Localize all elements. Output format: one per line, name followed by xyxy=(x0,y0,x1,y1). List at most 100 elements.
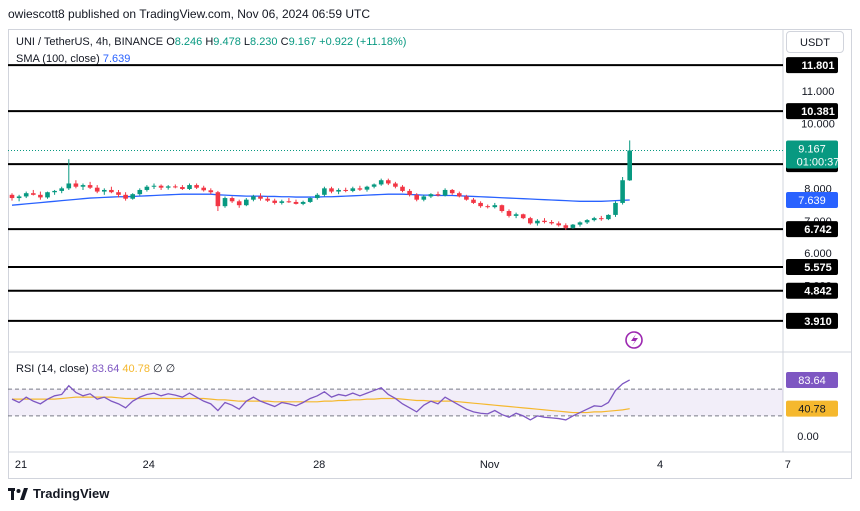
candle-body xyxy=(244,199,249,206)
lightning-icon xyxy=(625,331,643,349)
candle-body xyxy=(577,222,583,225)
candle-body xyxy=(73,183,79,187)
time-tick-label: 21 xyxy=(15,459,27,471)
candle-body xyxy=(109,189,114,193)
candle-body xyxy=(194,185,199,188)
open-label: O xyxy=(166,36,175,48)
candle-body xyxy=(9,194,15,199)
rsi-ma-axis-value: 40.78 xyxy=(798,404,826,416)
level-label: 10.381 xyxy=(801,106,835,118)
rsi-label[interactable]: RSI (14, close) xyxy=(16,363,89,375)
candle-body xyxy=(542,220,547,223)
candle-body xyxy=(16,196,22,199)
candle-body xyxy=(407,190,412,195)
candle-body xyxy=(45,192,50,198)
candle-body xyxy=(52,190,57,193)
candle-body xyxy=(506,211,512,216)
candle-body xyxy=(364,186,370,190)
lightning-icon-bolt xyxy=(631,334,638,346)
candle-body xyxy=(478,202,483,207)
candle-body xyxy=(428,194,434,197)
candle-body xyxy=(80,185,86,187)
candle-body xyxy=(492,205,498,208)
candle-body xyxy=(116,192,121,195)
candle-body xyxy=(173,186,178,188)
current-price-label: 9.167 xyxy=(798,144,826,156)
level-label: 5.575 xyxy=(804,262,832,274)
candle-body xyxy=(229,198,235,202)
candle-body xyxy=(435,194,441,196)
level-label: 4.842 xyxy=(804,286,832,298)
candle-body xyxy=(606,214,611,220)
candle-body xyxy=(421,196,427,200)
sma-label-bg xyxy=(786,192,838,209)
candle-body xyxy=(322,188,327,195)
candle-body xyxy=(137,189,143,195)
rsi-extra-1: ∅ xyxy=(153,363,163,375)
candle-body xyxy=(549,222,554,224)
symbol-title[interactable]: UNI / TetherUS, 4h, BINANCE xyxy=(16,36,164,48)
candle-body xyxy=(23,193,29,197)
candle-body xyxy=(343,189,348,191)
candle-body xyxy=(535,220,540,224)
candle-body xyxy=(265,198,270,201)
close-label: C xyxy=(280,36,289,48)
candle-body xyxy=(251,196,256,200)
rsi-band-fill xyxy=(8,389,783,416)
candle-body xyxy=(315,194,320,199)
candle-body xyxy=(279,201,285,203)
candle-body xyxy=(222,198,228,207)
current-price-bg xyxy=(786,140,838,169)
high-value: 9.478 xyxy=(213,36,241,48)
rsi-ma-line xyxy=(12,396,630,414)
time-tick-label: 4 xyxy=(657,459,663,471)
tradingview-logo-icon xyxy=(8,487,28,500)
currency-button[interactable]: USDT xyxy=(786,31,844,53)
candle-body xyxy=(620,180,625,203)
level-label-bg xyxy=(786,57,838,74)
candle-body xyxy=(584,220,590,223)
candle-body xyxy=(87,185,93,188)
candle-body xyxy=(471,199,476,203)
high-label: H xyxy=(205,36,214,48)
time-tick-label: 28 xyxy=(313,459,325,471)
candle-body xyxy=(336,189,341,192)
candle-body xyxy=(378,180,384,185)
candle-body xyxy=(151,185,157,187)
price-tick-label: 11.000 xyxy=(802,86,835,98)
candle-body xyxy=(329,188,334,192)
candle-body xyxy=(94,187,100,192)
candle-body xyxy=(591,218,597,221)
candle-body xyxy=(464,196,469,200)
publisher-line: owiescott8 published on TradingView.com,… xyxy=(8,7,370,21)
candle-body xyxy=(180,187,185,189)
level-label-bg xyxy=(786,282,838,299)
candle-body xyxy=(599,218,604,220)
level-label-bg xyxy=(786,312,838,329)
candle-body xyxy=(386,180,391,184)
rsi-axis-zero: 0.00 xyxy=(797,431,818,443)
candle-body xyxy=(350,188,356,191)
tradingview-logo[interactable]: TradingView xyxy=(8,486,109,501)
tradingview-logo-text: TradingView xyxy=(33,486,110,501)
candle-body xyxy=(286,201,292,203)
rsi-axis-value: 83.64 xyxy=(798,375,826,387)
level-label-bg xyxy=(786,258,838,275)
candle-body xyxy=(513,214,519,216)
level-label: 11.801 xyxy=(801,60,834,72)
candle-body xyxy=(613,202,618,215)
candle-body xyxy=(31,193,36,195)
countdown-label: 01:00:37 xyxy=(797,157,840,169)
sma-price-label: 7.639 xyxy=(798,195,826,207)
rsi-legend: RSI (14, close) 83.64 40.78 ∅ ∅ xyxy=(16,362,175,375)
low-value: 8.230 xyxy=(250,36,278,48)
price-tick-label: 10.000 xyxy=(801,119,835,131)
rsi-value: 83.64 xyxy=(91,363,120,375)
candle-body xyxy=(563,225,569,228)
candle-body xyxy=(300,201,306,204)
sma-label[interactable]: SMA (100, close) xyxy=(16,53,100,65)
candle-body xyxy=(123,194,128,199)
candle-body xyxy=(59,188,64,191)
candle-body xyxy=(499,205,505,212)
